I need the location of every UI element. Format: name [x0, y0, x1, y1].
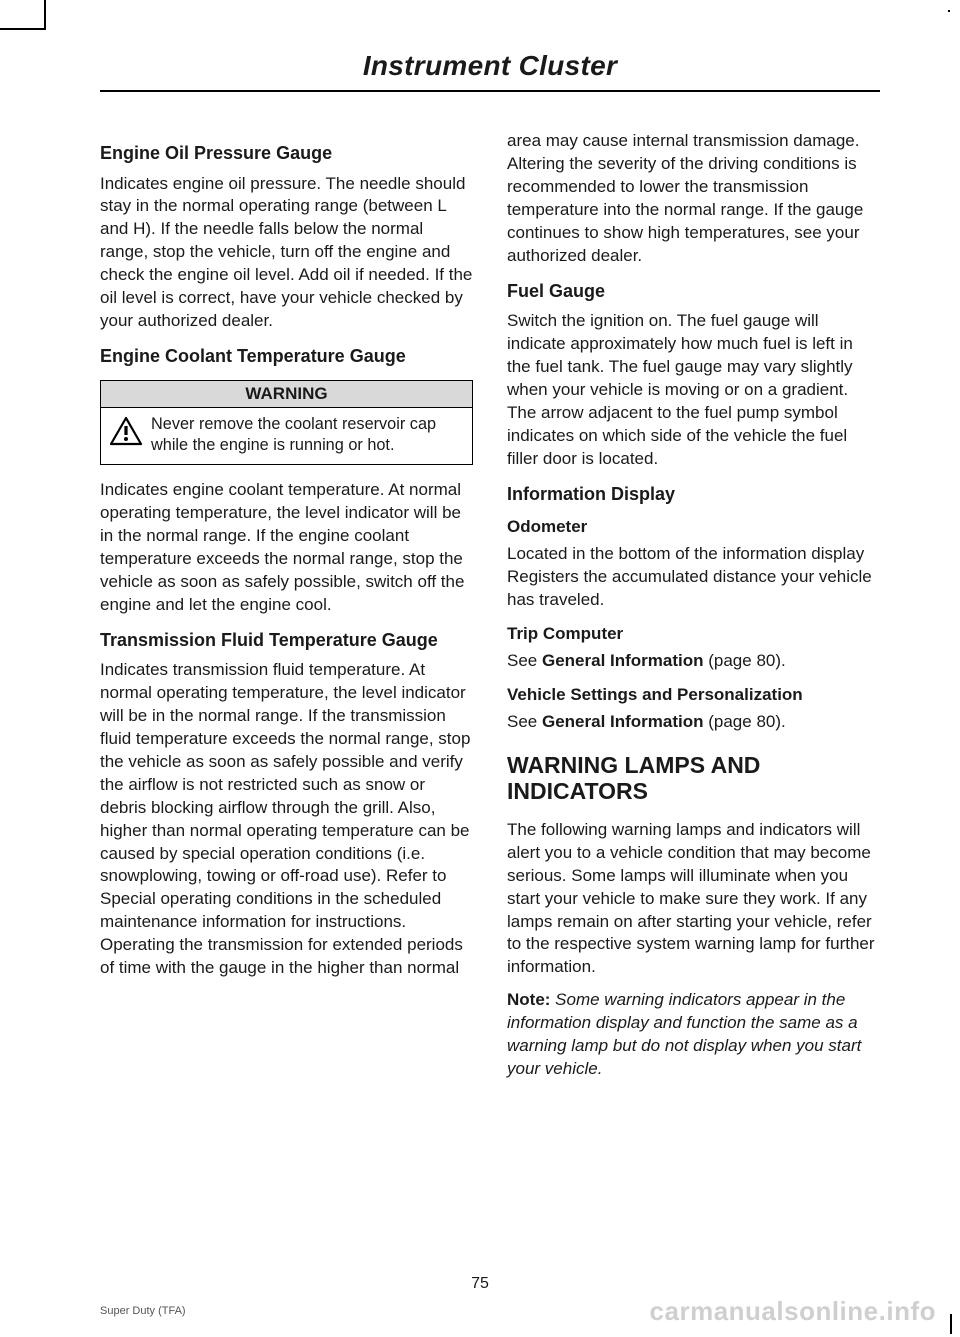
warning-text: Never remove the coolant reservoir cap w…: [151, 414, 464, 456]
page-number: 75: [0, 1275, 960, 1293]
heading-trans-fluid: Transmission Fluid Temperature Gauge: [100, 629, 473, 652]
para-engine-coolant: Indicates engine coolant temperature. At…: [100, 479, 473, 617]
link-general-info-1[interactable]: General Information: [542, 651, 704, 670]
page: Instrument Cluster Engine Oil Pressure G…: [0, 0, 960, 1337]
para-fuel-gauge: Switch the ignition on. The fuel gauge w…: [507, 310, 880, 471]
heading-warning-lamps: WARNING LAMPS AND INDICATORS: [507, 752, 880, 805]
note-text: Some warning indicators appear in the in…: [507, 990, 861, 1078]
heading-odometer: Odometer: [507, 517, 880, 537]
para-note: Note: Some warning indicators appear in …: [507, 989, 880, 1081]
para-vehicle-settings: See General Information (page 80).: [507, 711, 880, 734]
title-rule: [100, 90, 880, 92]
para-trans-continued: area may cause internal transmission dam…: [507, 130, 880, 268]
para-warning-lamps: The following warning lamps and indicato…: [507, 819, 880, 980]
heading-info-display: Information Display: [507, 483, 880, 506]
heading-engine-coolant: Engine Coolant Temperature Gauge: [100, 345, 473, 368]
link-general-info-2[interactable]: General Information: [542, 712, 704, 731]
para-engine-oil: Indicates engine oil pressure. The needl…: [100, 173, 473, 334]
heading-engine-oil: Engine Oil Pressure Gauge: [100, 142, 473, 165]
footer-model: Super Duty (TFA): [100, 1305, 186, 1317]
note-label: Note:: [507, 990, 550, 1009]
warning-body: Never remove the coolant reservoir cap w…: [101, 408, 472, 464]
heading-trip-computer: Trip Computer: [507, 624, 880, 644]
heading-fuel-gauge: Fuel Gauge: [507, 280, 880, 303]
para-trans-fluid: Indicates transmission fluid temperature…: [100, 659, 473, 980]
chapter-title: Instrument Cluster: [100, 50, 880, 82]
left-column: Engine Oil Pressure Gauge Indicates engi…: [100, 130, 473, 1091]
heading-vehicle-settings: Vehicle Settings and Personalization: [507, 685, 880, 705]
page-ref-1: (page 80).: [704, 651, 786, 670]
warning-box: WARNING Never remove the coolant reservo…: [100, 380, 473, 465]
see-label-1: See: [507, 651, 542, 670]
para-trip-computer: See General Information (page 80).: [507, 650, 880, 673]
para-odometer: Located in the bottom of the information…: [507, 543, 880, 612]
see-label-2: See: [507, 712, 542, 731]
page-ref-2: (page 80).: [704, 712, 786, 731]
content-columns: Engine Oil Pressure Gauge Indicates engi…: [100, 130, 880, 1091]
warning-header: WARNING: [101, 381, 472, 408]
warning-triangle-icon: [109, 416, 143, 446]
watermark: carmanualsonline.info: [650, 1296, 936, 1327]
right-column: area may cause internal transmission dam…: [507, 130, 880, 1091]
